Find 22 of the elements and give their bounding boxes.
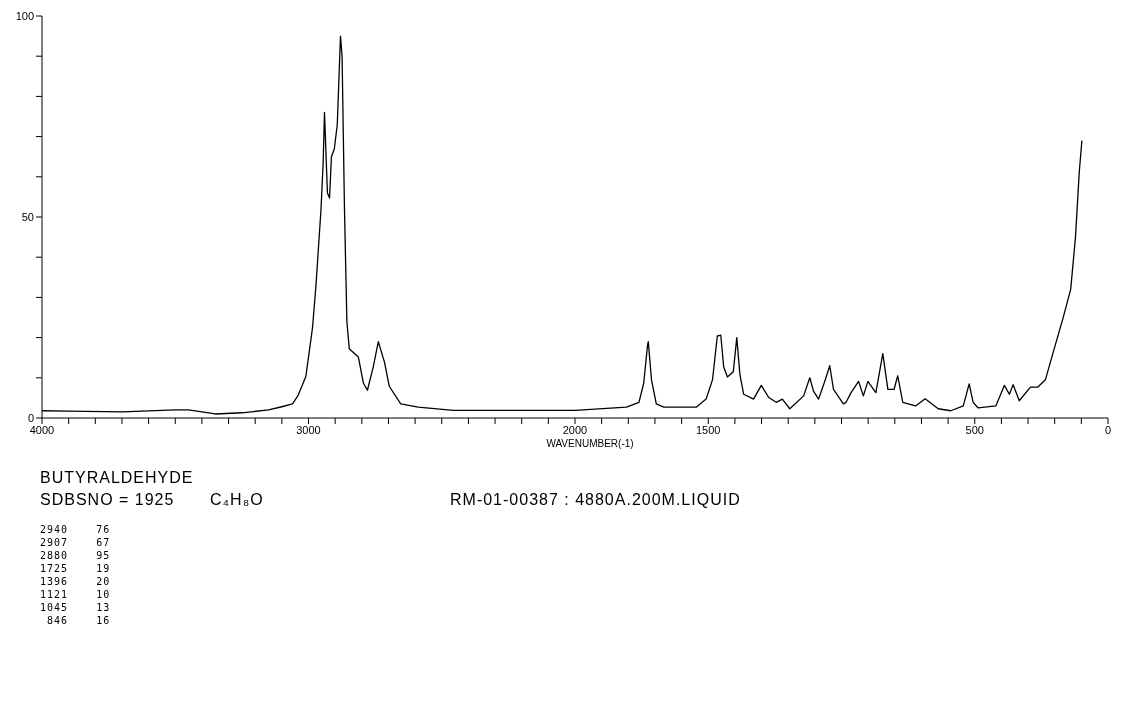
text: 1121 10 — [40, 588, 112, 601]
text: 2940 76 — [40, 523, 112, 536]
x-tick-label: 1500 — [696, 423, 721, 436]
text: 846 16 — [46, 614, 112, 627]
y-tick-label: 100 — [15, 9, 34, 22]
text: C₄H₈O — [210, 491, 265, 509]
text: 2880 95 — [40, 549, 112, 562]
x-tick-label: 4000 — [29, 423, 55, 436]
text: 1396 20 — [40, 575, 112, 588]
text: BUTYRALDEHYDE — [40, 469, 195, 487]
text: RM-01-00387 : 4880A.200M.LIQUID — [450, 491, 741, 509]
x-axis-title: WAVENUMBER(-1) — [545, 438, 635, 449]
text: SDBSNO = 1925 — [40, 491, 176, 509]
y-tick-label: 0 — [27, 411, 34, 424]
text: 1725 19 — [40, 562, 112, 575]
x-tick-label: 0 — [1104, 423, 1112, 436]
x-tick-label: 500 — [965, 423, 984, 436]
y-tick-label: 50 — [21, 210, 34, 223]
x-tick-label: 2000 — [562, 423, 588, 436]
x-tick-label: 3000 — [296, 423, 321, 436]
text: 1045 13 — [40, 601, 112, 614]
text: 2907 67 — [40, 536, 112, 549]
